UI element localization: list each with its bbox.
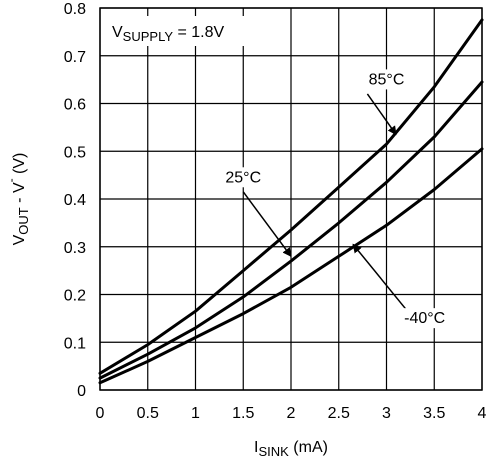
y-axis-label-rest: - V — [11, 182, 28, 207]
annotation-label: -40°C — [404, 310, 445, 327]
y-axis-label-main: V — [11, 234, 28, 245]
y-tick-label: 0 — [77, 383, 86, 400]
x-tick-label: 0.5 — [137, 405, 159, 422]
plot-frame — [99, 7, 483, 391]
y-axis-label-unit: (V) — [11, 153, 28, 179]
annotation-label: 25°C — [225, 169, 261, 186]
grid — [99, 7, 483, 391]
annotation-label-background — [398, 308, 452, 329]
annotation-arrow — [242, 191, 292, 258]
annotation-arrow — [366, 93, 397, 136]
series-line — [98, 147, 484, 385]
supply-note-rest: = 1.8V — [173, 24, 224, 41]
series-line — [98, 18, 484, 375]
annotation-label-background — [221, 167, 266, 188]
y-tick-label: 0.4 — [64, 192, 86, 209]
x-tick-label: 1 — [191, 405, 200, 422]
y-axis-label: VOUT - V- (V) — [4, 153, 31, 246]
x-tick-label: 0 — [96, 405, 105, 422]
supply-note: VSUPPLY = 1.8V — [112, 24, 224, 44]
x-tick-label: 2 — [287, 405, 296, 422]
x-axis-label-sub: SINK — [259, 444, 290, 459]
y-tick-label: 0.7 — [64, 49, 86, 66]
y-tick-label: 0.1 — [64, 335, 86, 352]
y-tick-label: 0.3 — [64, 240, 86, 257]
annotation-arrow — [352, 243, 407, 310]
x-tick-label: 2.5 — [328, 405, 350, 422]
x-tick-labels: 0 0.5 1 1.5 2 2.5 3 3.5 4 — [96, 405, 487, 422]
y-tick-label: 0.5 — [64, 144, 86, 161]
supply-note-sub: SUPPLY — [123, 29, 174, 44]
x-axis-label-unit: (mA) — [289, 439, 328, 456]
y-tick-label: 0.6 — [64, 97, 86, 114]
y-tick-labels: 0 0.1 0.2 0.3 0.4 0.5 0.6 0.7 0.8 — [64, 1, 86, 400]
annotations: 85°C 25°C -40°C — [221, 69, 452, 329]
y-axis-label-dash: - — [4, 178, 18, 182]
supply-note-main: V — [112, 24, 123, 41]
y-tick-label: 0.8 — [64, 1, 86, 18]
x-tick-label: 3.5 — [423, 405, 445, 422]
x-axis-label-main: I — [254, 439, 258, 456]
y-axis-label-sub: OUT — [16, 207, 31, 235]
series-line — [98, 80, 484, 380]
x-tick-label: 1.5 — [232, 405, 254, 422]
y-tick-label: 0.2 — [64, 288, 86, 305]
supply-note-background — [104, 16, 274, 46]
series-lines — [98, 18, 484, 385]
x-tick-label: 4 — [478, 405, 487, 422]
x-axis-label: ISINK (mA) — [254, 439, 328, 459]
x-tick-label: 3 — [382, 405, 391, 422]
annotation-label: 85°C — [369, 71, 405, 88]
annotation-label-background — [364, 69, 409, 90]
